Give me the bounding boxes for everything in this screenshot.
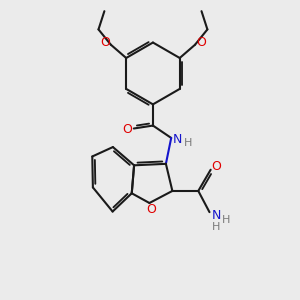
Text: O: O <box>146 203 156 216</box>
Text: H: H <box>184 138 193 148</box>
Text: H: H <box>212 222 220 233</box>
Text: O: O <box>196 36 206 49</box>
Text: O: O <box>100 36 110 49</box>
Text: O: O <box>212 160 221 173</box>
Text: N: N <box>173 133 182 146</box>
Text: H: H <box>222 215 231 225</box>
Text: O: O <box>122 123 132 136</box>
Text: N: N <box>211 209 220 222</box>
